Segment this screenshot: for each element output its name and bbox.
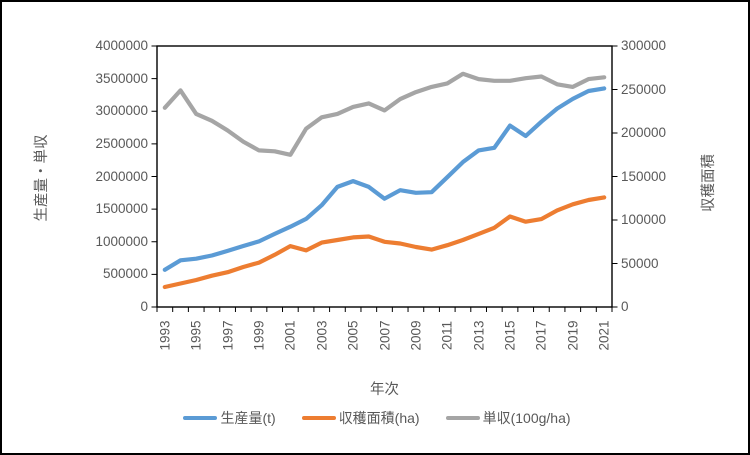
left-axis-tick-label: 4000000 [95, 38, 148, 53]
production-legend-swatch-icon [183, 415, 218, 421]
right-axis-tick-label: 300000 [621, 38, 667, 53]
area-legend-swatch-icon [301, 415, 336, 421]
right-axis-tick-label: 250000 [621, 81, 667, 97]
x-axis-tick-label: 2005 [345, 320, 361, 351]
left-axis-tick-label: 1000000 [95, 233, 148, 249]
left-axis-tick-label: 0 [140, 299, 148, 314]
right-axis-title: 収穫面積 [701, 154, 717, 212]
left-axis-tick-label: 3500000 [95, 70, 148, 86]
right-axis-tick-label: 0 [621, 299, 629, 314]
area-legend-label: 収穫面積(ha) [338, 410, 420, 426]
yield-legend-swatch-icon [445, 415, 480, 421]
legend-item-area: 収穫面積(ha) [301, 408, 420, 428]
left-axis-title: 生産量・単収 [34, 134, 50, 222]
x-axis-tick-label: 2015 [502, 320, 518, 351]
legend: 生産量(t) 収穫面積(ha) 単収(100g/ha) [2, 408, 748, 428]
x-axis-tick-label: 2019 [565, 320, 581, 351]
legend-item-production: 生産量(t) [183, 408, 276, 428]
area-line [162, 195, 607, 290]
x-axis-tick-label: 2021 [596, 320, 612, 351]
x-axis-tick-label: 2009 [408, 320, 424, 351]
right-axis-tick-label: 50000 [621, 255, 659, 271]
x-axis-tick-label: 1993 [157, 320, 173, 351]
left-axis-tick-label: 2500000 [95, 135, 148, 151]
production-legend-label: 生産量(t) [220, 410, 276, 426]
x-axis-title: 年次 [370, 382, 399, 398]
yield-legend-label: 単収(100g/ha) [482, 410, 571, 426]
x-axis-tick-label: 1999 [251, 320, 267, 351]
x-axis-tick-label: 1995 [188, 320, 204, 351]
x-axis-tick-label: 2001 [282, 320, 298, 351]
x-axis-tick-label: 2013 [471, 320, 487, 351]
x-axis-tick-label: 2007 [377, 320, 392, 351]
x-axis-tick-label: 2017 [533, 320, 549, 351]
legend-item-yield: 単収(100g/ha) [445, 408, 571, 428]
left-axis-tick-label: 2000000 [95, 168, 148, 184]
left-axis-tick-label: 3000000 [95, 103, 148, 119]
production-line [162, 86, 607, 272]
yield-line [162, 71, 607, 157]
plot-border [156, 45, 613, 308]
right-axis-tick-label: 150000 [621, 168, 667, 184]
x-axis-tick-label: 1997 [220, 320, 236, 351]
right-axis-tick-label: 100000 [621, 212, 667, 227]
left-axis-tick-label: 500000 [102, 266, 148, 282]
right-axis-tick-label: 200000 [621, 125, 667, 140]
x-axis-tick-label: 2011 [439, 320, 455, 351]
left-axis-tick-label: 1500000 [95, 201, 148, 217]
x-axis-tick-label: 2003 [314, 320, 330, 351]
